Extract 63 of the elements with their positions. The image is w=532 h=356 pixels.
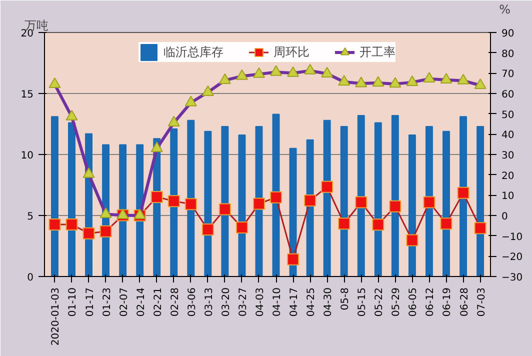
bar (442, 130, 450, 276)
x-tick-label: 06-19 (442, 287, 454, 317)
x-tick-label: 06-05 (408, 287, 420, 317)
legend-label: 开工率 (360, 44, 396, 60)
x-tick-label: 02-28 (170, 287, 181, 317)
bar (187, 120, 195, 276)
bar (391, 114, 399, 276)
x-tick-label: 01-23 (102, 287, 113, 317)
y2-tick-label: 20 (502, 170, 514, 182)
x-tick-label: 04-17 (289, 287, 300, 317)
y2-tick-label: 80 (502, 48, 514, 60)
x-tick-label: 04-30 (323, 287, 334, 317)
bar (50, 116, 58, 276)
y2-tick-label: −20 (502, 252, 523, 264)
y2-axis-title: % (499, 2, 511, 16)
bar (340, 126, 348, 276)
x-tick-label: 01-10 (68, 287, 79, 317)
x-tick-label: 05-29 (391, 287, 402, 317)
y2-tick-label: 50 (502, 110, 514, 121)
x-tick-label: 05-22 (374, 287, 386, 317)
x-tick-label: 03-13 (204, 287, 215, 317)
x-tick-label: 02-14 (136, 287, 147, 317)
y2-tick-label: 0 (502, 212, 508, 222)
y2-tick-label: −10 (502, 232, 523, 243)
x-tick-label: 2020-01-03 (50, 287, 62, 346)
bar (425, 126, 433, 276)
bar (238, 134, 246, 276)
x-tick-label: 03-27 (238, 287, 249, 317)
x-tick-label: 02-07 (118, 287, 130, 317)
legend-label: 周环比 (274, 44, 310, 60)
y2-tick-label: 90 (502, 28, 514, 40)
bar (323, 120, 331, 276)
y2-tick-label: 60 (502, 90, 514, 100)
x-tick-label: 04-25 (306, 287, 318, 317)
y2-tick-label: 40 (502, 130, 514, 142)
bar (460, 116, 467, 276)
bar (170, 128, 178, 276)
x-tick-label: 05-8 (340, 287, 352, 310)
bar (68, 122, 76, 276)
x-tick-label: 03-06 (186, 287, 198, 317)
y-tick-label: 10 (20, 150, 34, 162)
y2-tick-label: −30 (502, 272, 523, 284)
bar (374, 122, 382, 276)
y-tick-label: 15 (20, 90, 34, 100)
x-tick-label: 01-17 (84, 287, 96, 317)
y2-tick-label: 10 (502, 191, 514, 202)
bar (357, 114, 365, 276)
y2-tick-label: 30 (502, 150, 514, 162)
bar (119, 144, 127, 276)
x-tick-label: 05-15 (357, 287, 368, 317)
y2-tick-label: 70 (502, 69, 514, 80)
bar (204, 130, 212, 276)
x-tick-label: 03-20 (220, 287, 232, 317)
x-tick-label: 04-03 (254, 287, 266, 317)
y-tick-label: 0 (27, 272, 34, 284)
x-tick-label: 07-03 (476, 287, 488, 317)
legend-label: 临沂总库存 (164, 44, 224, 60)
bar (476, 126, 484, 276)
x-tick-label: 04-10 (272, 287, 284, 317)
x-tick-label: 06-12 (425, 287, 436, 317)
x-tick-label: 06-28 (459, 287, 470, 317)
x-tick-label: 02-21 (152, 287, 164, 317)
y-tick-label: 5 (27, 212, 34, 222)
